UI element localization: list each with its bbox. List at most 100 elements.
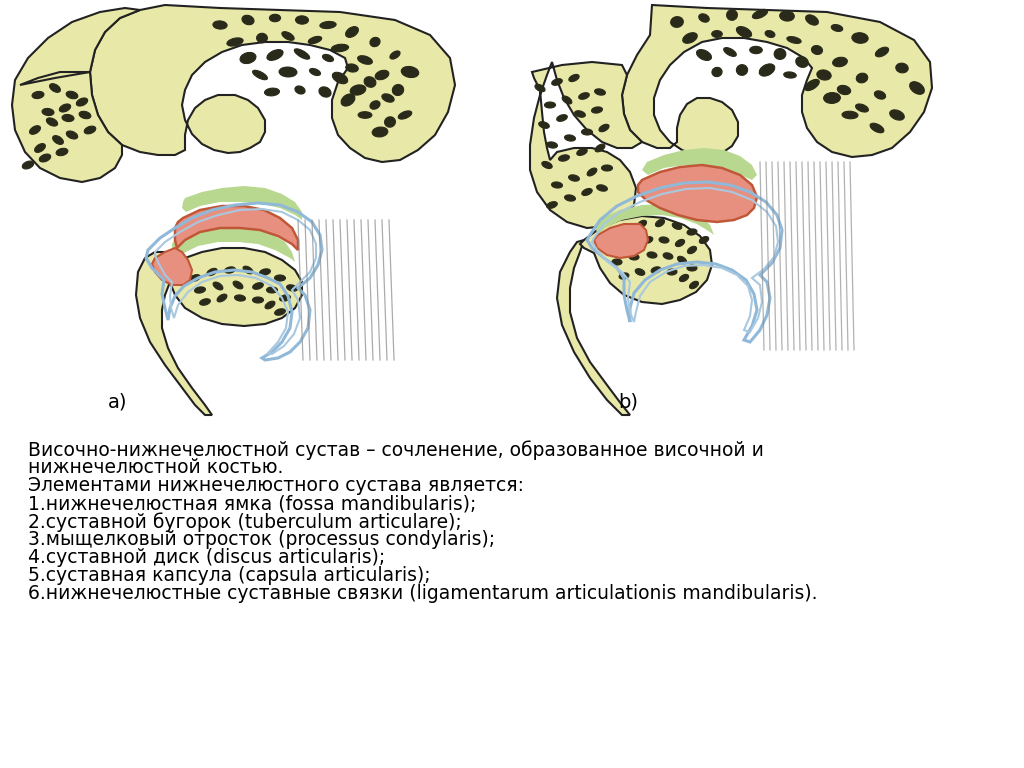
Ellipse shape <box>874 91 886 99</box>
Ellipse shape <box>753 9 768 18</box>
Ellipse shape <box>626 239 635 245</box>
Ellipse shape <box>227 38 243 46</box>
Ellipse shape <box>779 11 795 21</box>
Ellipse shape <box>240 52 256 64</box>
Ellipse shape <box>260 269 270 275</box>
Ellipse shape <box>574 111 586 118</box>
Ellipse shape <box>582 129 593 135</box>
Ellipse shape <box>265 301 275 309</box>
Ellipse shape <box>909 81 925 94</box>
Ellipse shape <box>67 131 78 139</box>
Ellipse shape <box>664 253 673 259</box>
Ellipse shape <box>67 91 78 99</box>
Ellipse shape <box>823 93 841 104</box>
Ellipse shape <box>831 25 843 31</box>
Ellipse shape <box>49 84 60 92</box>
Ellipse shape <box>643 237 653 243</box>
Ellipse shape <box>332 45 348 51</box>
Ellipse shape <box>736 27 752 38</box>
Ellipse shape <box>547 142 557 148</box>
Ellipse shape <box>280 67 297 77</box>
Ellipse shape <box>687 247 696 253</box>
Ellipse shape <box>365 77 376 88</box>
Ellipse shape <box>562 96 571 104</box>
Ellipse shape <box>547 202 557 208</box>
Ellipse shape <box>870 123 884 133</box>
Ellipse shape <box>569 74 580 81</box>
Polygon shape <box>580 216 712 304</box>
Ellipse shape <box>46 118 57 126</box>
Ellipse shape <box>647 252 657 258</box>
Text: нижнечелюстной костью.: нижнечелюстной костью. <box>28 458 284 477</box>
Ellipse shape <box>77 98 88 106</box>
Ellipse shape <box>23 161 34 169</box>
Ellipse shape <box>242 15 254 25</box>
Ellipse shape <box>577 148 587 155</box>
Ellipse shape <box>838 85 851 94</box>
Ellipse shape <box>696 50 712 61</box>
Ellipse shape <box>296 16 308 24</box>
Polygon shape <box>557 240 630 415</box>
Ellipse shape <box>323 55 334 61</box>
Ellipse shape <box>564 135 575 141</box>
Ellipse shape <box>678 257 686 263</box>
Ellipse shape <box>357 56 373 65</box>
Ellipse shape <box>213 21 227 29</box>
Polygon shape <box>172 226 295 262</box>
Polygon shape <box>175 206 298 250</box>
Ellipse shape <box>189 275 201 281</box>
Text: 1.нижнечелюстная ямка (fossa mandibularis);: 1.нижнечелюстная ямка (fossa mandibulari… <box>28 494 476 513</box>
Ellipse shape <box>398 111 412 119</box>
Ellipse shape <box>672 223 682 230</box>
Polygon shape <box>594 224 648 258</box>
Ellipse shape <box>253 297 263 303</box>
Text: Височно-нижнечелюстной сустав – сочленение, образованное височной и: Височно-нижнечелюстной сустав – сочленен… <box>28 440 764 460</box>
Ellipse shape <box>257 33 267 43</box>
Ellipse shape <box>308 36 322 44</box>
Ellipse shape <box>195 287 206 293</box>
Ellipse shape <box>274 309 286 315</box>
Ellipse shape <box>842 111 858 119</box>
Ellipse shape <box>392 84 403 95</box>
Ellipse shape <box>612 259 622 265</box>
Ellipse shape <box>370 101 380 109</box>
Ellipse shape <box>687 229 697 235</box>
Polygon shape <box>90 5 455 162</box>
Ellipse shape <box>42 108 54 115</box>
Ellipse shape <box>638 220 646 227</box>
Ellipse shape <box>724 48 736 56</box>
Ellipse shape <box>358 111 372 118</box>
Text: 5.суставная капсула (capsula articularis);: 5.суставная капсула (capsula articularis… <box>28 566 431 585</box>
Ellipse shape <box>346 64 358 72</box>
Ellipse shape <box>266 287 278 293</box>
Ellipse shape <box>341 94 355 106</box>
Ellipse shape <box>599 124 609 132</box>
Ellipse shape <box>635 269 645 275</box>
Ellipse shape <box>856 73 867 83</box>
Ellipse shape <box>253 283 263 290</box>
Text: 3.мыщелковый отросток (processus condylaris);: 3.мыщелковый отросток (processus condyla… <box>28 530 496 549</box>
Ellipse shape <box>62 114 74 121</box>
Ellipse shape <box>200 299 210 305</box>
Polygon shape <box>638 165 757 222</box>
Ellipse shape <box>687 265 697 271</box>
Ellipse shape <box>318 87 331 97</box>
Ellipse shape <box>346 27 358 38</box>
Ellipse shape <box>689 281 698 289</box>
Ellipse shape <box>557 114 567 121</box>
Ellipse shape <box>786 37 801 44</box>
Ellipse shape <box>683 33 697 43</box>
Ellipse shape <box>32 91 44 98</box>
Ellipse shape <box>39 154 51 162</box>
Ellipse shape <box>727 10 737 20</box>
Ellipse shape <box>579 93 589 99</box>
Polygon shape <box>12 8 140 182</box>
Ellipse shape <box>896 63 908 73</box>
Ellipse shape <box>79 111 91 119</box>
Ellipse shape <box>712 31 722 38</box>
Ellipse shape <box>319 22 336 28</box>
Ellipse shape <box>213 282 223 290</box>
Ellipse shape <box>699 237 709 243</box>
Ellipse shape <box>30 126 41 134</box>
Ellipse shape <box>224 266 236 273</box>
